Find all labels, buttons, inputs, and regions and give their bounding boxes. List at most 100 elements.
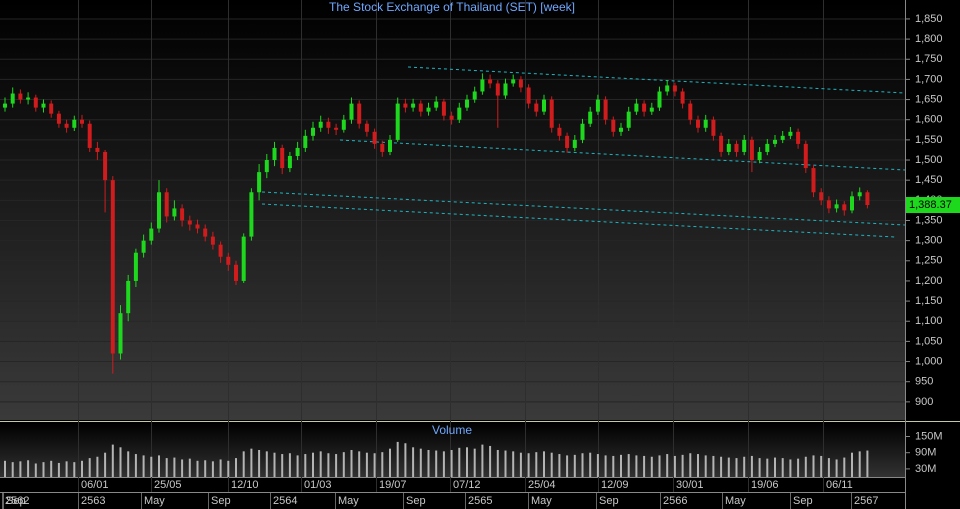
volume-bar	[4, 460, 6, 477]
volume-bar	[620, 454, 622, 477]
volume-bar	[496, 450, 499, 477]
volume-bar	[442, 451, 445, 477]
volume-bar	[381, 452, 384, 477]
candle-body	[26, 97, 31, 100]
volume-bar	[604, 455, 607, 477]
y-tick-label: 1,500	[915, 154, 943, 166]
trend-line	[407, 66, 906, 94]
volume-bar	[173, 457, 176, 477]
volume-bar	[527, 453, 530, 477]
candle-body	[341, 119, 346, 130]
volume-bar	[635, 455, 638, 477]
volume-bar	[227, 460, 230, 477]
volume-bar	[419, 448, 422, 477]
date-label: 12/09	[601, 479, 629, 491]
volume-bar	[766, 458, 769, 477]
candle-body	[688, 103, 693, 120]
volume-bar	[750, 455, 753, 477]
last-price-tag	[906, 197, 960, 214]
period-label: May	[338, 495, 359, 507]
volume-bar	[774, 457, 776, 477]
candle-body	[103, 151, 108, 181]
candle-body	[3, 103, 7, 108]
candle-body	[126, 280, 131, 314]
y2-tick-label: 90M	[915, 447, 936, 459]
candle-body	[272, 147, 277, 161]
volume-bar	[596, 454, 599, 477]
candle-body	[557, 127, 562, 136]
candle-body	[534, 103, 539, 112]
trend-lines	[261, 66, 906, 238]
volume-bar	[581, 453, 584, 477]
volume-bar	[265, 451, 268, 477]
volume-bar	[473, 448, 476, 477]
period-label: May	[531, 495, 552, 507]
volume-bar	[689, 453, 692, 477]
volume-bar	[558, 454, 561, 477]
volume-bar	[365, 452, 368, 477]
candle-body	[141, 240, 146, 253]
grid	[0, 0, 905, 492]
volume-bar	[781, 458, 784, 477]
candle-body	[511, 79, 516, 84]
volume-bar	[358, 451, 361, 477]
volume-bar	[65, 461, 68, 477]
volume-bar	[712, 455, 715, 477]
candle-body	[95, 147, 100, 152]
volume-bar	[550, 452, 553, 477]
period-label: 2562	[5, 495, 29, 507]
volume-bar	[127, 451, 130, 477]
y-tick-label: 1,550	[915, 134, 943, 146]
candle-body	[503, 83, 508, 96]
candle-body	[441, 101, 446, 116]
volume-bar	[650, 456, 653, 477]
candle-body	[619, 127, 623, 132]
trend-line	[261, 203, 896, 238]
candle-body	[588, 111, 593, 124]
candle-body	[280, 147, 285, 169]
volume-bar	[288, 453, 291, 477]
last-price-label: 1,388.37	[909, 199, 952, 211]
volume-bar	[812, 455, 815, 477]
candle-body	[803, 143, 808, 169]
volume-bar	[34, 463, 37, 477]
candle-body	[149, 228, 154, 241]
volume-bar	[319, 451, 322, 477]
volume-bar	[566, 455, 569, 477]
y-tick-label: 900	[915, 396, 933, 408]
volume-bar	[843, 457, 846, 477]
volume-bar	[181, 459, 184, 477]
candle-body	[657, 91, 662, 108]
date-label: 25/04	[528, 479, 556, 491]
volume-bar	[589, 452, 592, 477]
period-label: 2566	[663, 495, 687, 507]
candle-body	[449, 115, 454, 120]
candle-body	[318, 121, 323, 128]
candle-body	[672, 85, 677, 92]
y-tick-label: 1,800	[915, 33, 943, 45]
price-pane	[0, 0, 905, 420]
candle-body	[434, 101, 439, 108]
volume-bar	[504, 450, 507, 477]
candle-body	[696, 119, 700, 128]
candle-body	[110, 180, 115, 354]
candle-body	[665, 85, 670, 92]
trend-line	[261, 191, 906, 226]
volume-bar	[743, 456, 746, 477]
volume-bar	[612, 455, 615, 477]
candle-body	[603, 99, 608, 120]
y-tick-label: 1,150	[915, 295, 943, 307]
y-tick-label: 1,450	[915, 174, 943, 186]
candle-body	[819, 192, 824, 201]
volume-bar	[851, 452, 853, 477]
volume-bar	[758, 458, 761, 477]
y2-tick-label: 150M	[915, 430, 943, 442]
volume-bar	[697, 454, 699, 477]
candle-body	[56, 113, 61, 124]
candle-body	[180, 208, 185, 221]
period-label: Sep	[793, 495, 813, 507]
volume-bar	[673, 455, 676, 477]
volume-bar	[489, 445, 492, 477]
volume-bar	[835, 459, 838, 477]
volume-title: Volume	[432, 423, 472, 437]
